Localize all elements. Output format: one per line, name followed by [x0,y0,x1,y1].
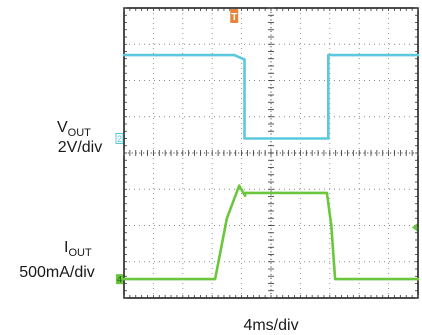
vout-scale-label: 2V/div [58,139,102,156]
trigger-marker [230,9,239,23]
iout-label-main: I [64,239,68,256]
channel-4-marker [116,274,123,285]
vout-label: VOUT [57,119,91,139]
iout-label-sub: OUT [68,247,92,259]
vout-trace [122,53,420,140]
vout-label-sub: OUT [68,127,92,139]
graticule [123,7,419,299]
channel-2-marker [115,133,124,144]
trigger-marker-label: T [231,12,237,23]
iout-scale-label: 500mA/div [19,264,95,281]
x-axis-label: 4ms/div [243,317,298,334]
channel-2-marker-label: 2 [117,134,122,144]
channel-markers: 2 4 T [115,9,417,285]
iout-label: IOUT [64,239,92,259]
traces [122,53,420,281]
iout-trace [122,184,420,281]
trigger-level-arrow [412,223,417,232]
vout-label-main: V [57,119,68,136]
channel-4-marker-label: 4 [117,275,122,285]
